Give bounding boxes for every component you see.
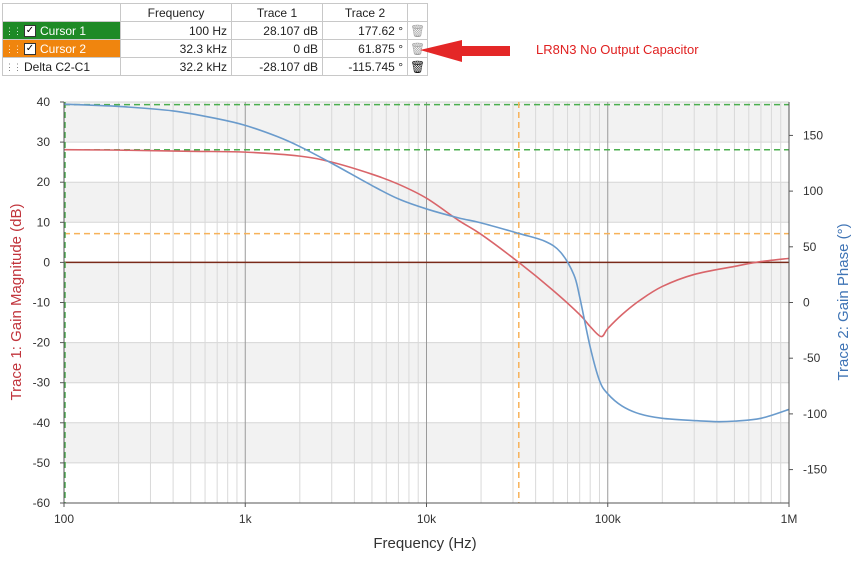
- x-tick-label: 1k: [239, 512, 253, 526]
- y-left-tick-label: -60: [33, 496, 51, 510]
- y-left-tick-label: 20: [37, 175, 51, 189]
- cursor-1-label: Cursor 1: [40, 23, 87, 38]
- y-right-tick-label: 0: [803, 296, 810, 310]
- checkbox-icon[interactable]: ✓: [24, 43, 36, 56]
- grip-dots-icon[interactable]: ⋮⋮: [5, 61, 22, 72]
- x-axis-label: Frequency (Hz): [373, 535, 476, 552]
- grip-dots-icon[interactable]: ⋮⋮: [5, 43, 22, 54]
- y-right-tick-label: 100: [803, 184, 823, 198]
- x-tick-label: 100: [54, 512, 74, 526]
- y-left-tick-label: -50: [33, 456, 51, 470]
- trash-icon[interactable]: 🗑: [410, 23, 426, 38]
- delta-trace1: -28.107 dB: [231, 57, 323, 76]
- y-right-tick-label: 150: [803, 128, 823, 142]
- delta-delete-cell[interactable]: 🗑: [406, 57, 429, 76]
- cursor-row-2[interactable]: ⋮⋮ ✓ Cursor 2 32.3 kHz 0 dB 61.875 ° 🗑: [2, 39, 429, 58]
- trash-icon[interactable]: 🗑: [410, 41, 426, 56]
- cursor-table: Frequency Trace 1 Trace 2 ⋮⋮ ✓ Cursor 1 10…: [2, 3, 429, 76]
- y-left-tick-label: 30: [37, 135, 51, 149]
- y-left-tick-label: 10: [37, 215, 51, 229]
- reference-lines: [64, 102, 789, 503]
- cursor-2-label: Cursor 2: [40, 41, 87, 56]
- cursor-1-trace1: 28.107 dB: [231, 21, 323, 40]
- cursor-1-name-cell[interactable]: ⋮⋮ ✓ Cursor 1: [2, 21, 121, 40]
- delta-frequency: 32.2 kHz: [120, 57, 232, 76]
- y-left-tick-label: -10: [33, 296, 51, 310]
- y-left-tick-label: 0: [43, 255, 50, 269]
- tick-labels: -60-50-40-30-20-10010203040-150-100-5005…: [33, 95, 828, 526]
- red-arrow-left: [420, 40, 510, 62]
- header-trace2[interactable]: Trace 2: [322, 3, 408, 22]
- delta-row[interactable]: ⋮⋮ Delta C2-C1 32.2 kHz -28.107 dB -115.7…: [2, 57, 429, 76]
- y-left-axis-label: Trace 1: Gain Magnitude (dB): [8, 203, 25, 400]
- trash-icon[interactable]: 🗑: [410, 59, 426, 74]
- grip-dots-icon[interactable]: ⋮⋮: [5, 25, 22, 36]
- cursor-1-delete-cell[interactable]: 🗑: [406, 21, 429, 40]
- delta-name-cell[interactable]: ⋮⋮ Delta C2-C1: [2, 57, 121, 76]
- annotation-note: LR8N3 No Output Capacitor: [536, 42, 699, 57]
- series-line-trace-2: [63, 103, 790, 423]
- cursor-row-1[interactable]: ⋮⋮ ✓ Cursor 1 100 Hz 28.107 dB 177.62 ° 🗑: [2, 21, 429, 40]
- series-line-trace-1: [63, 148, 790, 338]
- y-left-tick-label: -20: [33, 336, 51, 350]
- series-lines: [63, 103, 790, 423]
- y-left-tick-label: 40: [37, 95, 51, 109]
- y-right-tick-label: -100: [803, 407, 827, 421]
- delta-trace2: -115.745 °: [322, 57, 408, 76]
- x-tick-label: 100k: [595, 512, 622, 526]
- cursor-1-trace2: 177.62 °: [322, 21, 408, 40]
- cursor-table-header: Frequency Trace 1 Trace 2: [2, 3, 429, 22]
- y-right-tick-label: -50: [803, 351, 821, 365]
- header-frequency[interactable]: Frequency: [120, 3, 232, 22]
- delta-label: Delta C2-C1: [24, 59, 91, 74]
- y-left-tick-label: -30: [33, 376, 51, 390]
- x-tick-label: 10k: [417, 512, 437, 526]
- header-name: [2, 3, 121, 22]
- x-tick-label: 1M: [781, 512, 798, 526]
- y-right-tick-label: -150: [803, 463, 827, 477]
- cursor-2-frequency: 32.3 kHz: [120, 39, 232, 58]
- y-left-tick-label: -40: [33, 416, 51, 430]
- y-right-tick-label: 50: [803, 240, 817, 254]
- y-right-axis-label: Trace 2: Gain Phase (°): [835, 223, 852, 380]
- checkbox-icon[interactable]: ✓: [24, 25, 36, 38]
